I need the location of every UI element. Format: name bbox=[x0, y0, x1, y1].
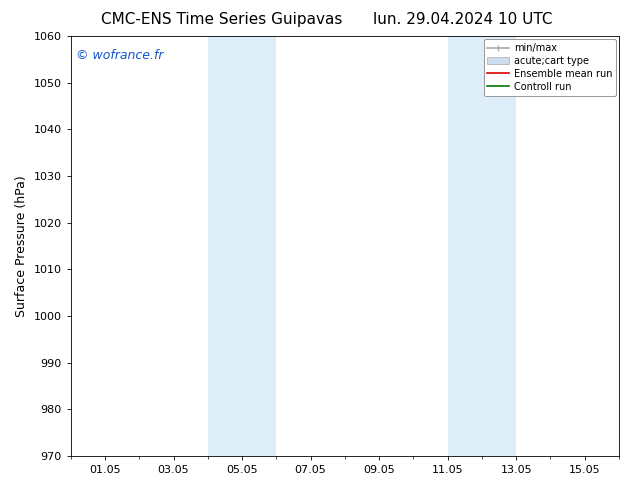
Bar bbox=[208, 36, 242, 456]
Text: CMC-ENS Time Series Guipavas: CMC-ENS Time Series Guipavas bbox=[101, 12, 342, 27]
Y-axis label: Surface Pressure (hPa): Surface Pressure (hPa) bbox=[15, 175, 28, 317]
Bar bbox=[242, 36, 276, 456]
Bar bbox=[482, 36, 516, 456]
Bar bbox=[448, 36, 482, 456]
Legend: min/max, acute;cart type, Ensemble mean run, Controll run: min/max, acute;cart type, Ensemble mean … bbox=[484, 39, 616, 96]
Text: © wofrance.fr: © wofrance.fr bbox=[76, 49, 164, 62]
Text: lun. 29.04.2024 10 UTC: lun. 29.04.2024 10 UTC bbox=[373, 12, 553, 27]
